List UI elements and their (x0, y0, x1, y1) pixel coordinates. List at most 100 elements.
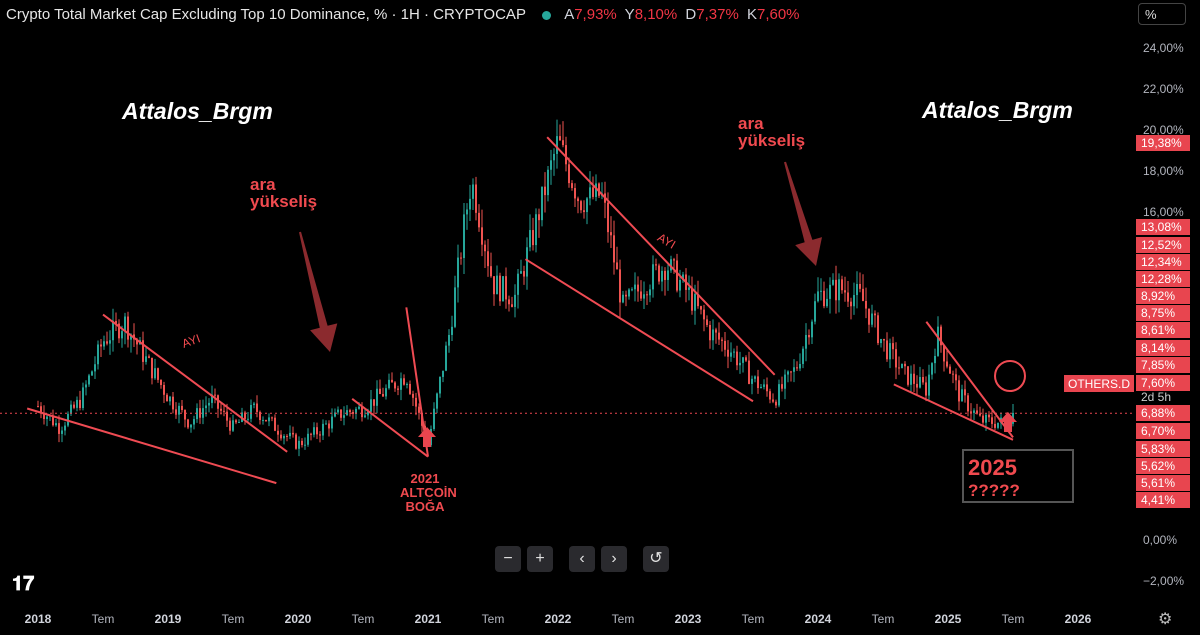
candle-body (391, 379, 393, 383)
candle-body (232, 420, 234, 431)
scroll-left-button[interactable]: ‹ (569, 546, 595, 572)
x-tick-label: 2019 (155, 612, 182, 626)
price-tag-label: 8,61% (1141, 323, 1175, 337)
candle-body (529, 230, 531, 248)
candle-body (61, 430, 63, 434)
candle-body (367, 411, 369, 416)
x-axis: 2018 Tem 2019 Tem 2020 Tem 2021 Tem 2022 Tem 2023 T… (25, 612, 1092, 626)
candle-body (496, 275, 498, 295)
candle-body (667, 270, 669, 280)
candle-body (322, 423, 324, 436)
ohlc-low-value: 7,37% (696, 6, 739, 23)
candle-body (382, 393, 384, 397)
candle-body (865, 300, 867, 309)
candle-body (316, 427, 318, 435)
candle-body (469, 198, 471, 210)
candle-body (886, 340, 888, 360)
candle-body (652, 264, 654, 290)
candle-body (520, 271, 522, 274)
candle-body (658, 265, 660, 282)
candle-body (535, 214, 537, 246)
candle-body (790, 371, 792, 373)
candle-body (55, 423, 57, 426)
candle-body (625, 294, 627, 297)
candle-body (397, 388, 399, 390)
altcoin-up-arrow-icon (418, 427, 436, 447)
candle-body (799, 363, 801, 369)
candle-body (487, 251, 489, 267)
ohlc-high-key: Y (624, 6, 635, 23)
ohlc-close-key: K (746, 6, 757, 23)
candle-body (598, 183, 600, 196)
tradingview-logo-icon[interactable]: 𝟏𝟕 (12, 573, 35, 595)
x-tick-label: Tem (612, 612, 635, 626)
zoom-out-button[interactable]: − (495, 546, 521, 572)
candle-body (310, 433, 312, 435)
x-tick-label: Tem (872, 612, 895, 626)
candle-body (274, 417, 276, 431)
zoom-in-button[interactable]: + (527, 546, 553, 572)
x-tick-label: 2023 (675, 612, 702, 626)
candle-body (277, 430, 279, 435)
candle-body (763, 384, 765, 387)
candle-body (58, 423, 60, 434)
candle-body (358, 406, 360, 409)
candle-body (694, 294, 696, 311)
symbol-tag (1064, 375, 1134, 392)
scale-mode-button[interactable]: % (1138, 3, 1186, 25)
candle-body (100, 344, 102, 347)
scroll-right-button[interactable]: › (601, 546, 627, 572)
candle-body (550, 160, 552, 170)
candle-body (958, 380, 960, 402)
ohlc-open-value: 7,93% (574, 6, 617, 23)
candle-body (247, 418, 249, 420)
candle-body (913, 373, 915, 384)
candle-body (439, 376, 441, 394)
trendline (26, 407, 277, 485)
highlight-circle (994, 360, 1026, 392)
candle-body (628, 289, 630, 297)
candle-body (208, 402, 210, 406)
price-tag-label: 4,41% (1141, 493, 1175, 507)
candle-body (187, 419, 189, 428)
candle-body (967, 395, 969, 412)
candle-body (403, 378, 405, 385)
candle-body (835, 279, 837, 301)
candle-body (766, 384, 768, 392)
candle-body (781, 384, 783, 389)
candle-body (553, 153, 555, 161)
candle-body (532, 230, 534, 246)
candle-body (853, 295, 855, 307)
x-tick-label: Tem (482, 612, 505, 626)
price-tag-label: 7,85% (1141, 358, 1175, 372)
ohlc-open-key: A (564, 6, 575, 23)
candle-body (565, 145, 567, 165)
candle-body (592, 187, 594, 197)
gear-icon[interactable]: ⚙ (1158, 611, 1173, 628)
candle-body (778, 384, 780, 406)
candle-body (823, 290, 825, 307)
annotation-ara-yukselis-2: ara yükseliş (738, 115, 805, 149)
candle-body (679, 279, 681, 291)
candle-body (676, 260, 678, 291)
candle-body (607, 202, 609, 233)
annotation-ara-yukselis-1: ara yükseliş (250, 176, 317, 210)
candle-body (688, 287, 690, 290)
annotation-2025: 2025 (968, 455, 1017, 480)
candle-body (433, 408, 435, 429)
candle-body (124, 316, 126, 332)
reset-chart-button[interactable]: ↺ (643, 546, 669, 572)
y-tick-label: 18,00% (1143, 164, 1184, 178)
candle-body (484, 244, 486, 252)
price-tag (1136, 288, 1190, 304)
candle-body (700, 306, 702, 310)
candle-body (211, 394, 213, 403)
candle-body (934, 355, 936, 364)
annotation-altcoin: ALTCOİN (400, 485, 457, 500)
candle-body (94, 364, 96, 372)
candle-body (901, 363, 903, 369)
price-tag (1136, 405, 1190, 421)
candle-body (328, 423, 330, 429)
annotation-2025-box: 2025 ????? (962, 449, 1074, 503)
